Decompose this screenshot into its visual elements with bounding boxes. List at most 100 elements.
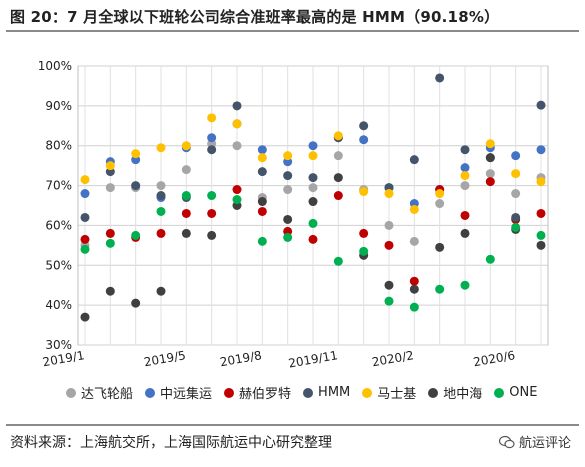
data-point (283, 232, 293, 242)
data-point (460, 171, 470, 181)
data-point (308, 173, 318, 183)
data-point (308, 183, 318, 193)
data-point (409, 302, 419, 312)
data-point (333, 256, 343, 266)
data-point (536, 230, 546, 240)
y-tick-label: 90% (45, 99, 72, 113)
data-point (409, 204, 419, 214)
data-point (359, 187, 369, 197)
data-point (257, 145, 267, 155)
data-point (207, 113, 217, 123)
data-point (333, 173, 343, 183)
top-divider (6, 30, 579, 32)
data-point (156, 143, 166, 153)
legend-item: 马士基 (362, 383, 416, 402)
legend-marker (66, 387, 76, 398)
data-point (156, 206, 166, 216)
data-point (409, 276, 419, 286)
data-point (511, 151, 521, 161)
brand-name: 航运评论 (518, 436, 571, 451)
legend-item: 达飞轮船 (66, 383, 133, 402)
data-point (257, 236, 267, 246)
data-point (460, 280, 470, 290)
data-point (359, 228, 369, 238)
data-point (80, 175, 90, 185)
data-point (384, 240, 394, 250)
data-point (80, 189, 90, 199)
y-tick-label: 30% (45, 338, 72, 352)
data-point (536, 145, 546, 155)
data-point (232, 185, 242, 195)
data-point (485, 139, 495, 149)
legend-label: 马士基 (377, 387, 417, 402)
data-point (207, 230, 217, 240)
data-point (536, 208, 546, 218)
data-point (384, 280, 394, 290)
legend-item: 中远集运 (145, 383, 212, 402)
data-point (485, 254, 495, 264)
legend-marker (362, 387, 373, 398)
data-point (308, 141, 318, 151)
data-point (333, 131, 343, 141)
data-point (308, 151, 318, 161)
data-point (156, 286, 166, 296)
data-point (131, 149, 141, 159)
x-tick-label: 2020/6 (472, 348, 516, 369)
data-point (511, 169, 521, 179)
data-point (435, 284, 445, 294)
data-point (283, 171, 293, 181)
y-tick-label: 100% (38, 59, 72, 73)
data-point (511, 189, 521, 199)
data-point (131, 230, 141, 240)
x-tick-label: 2019/11 (287, 348, 339, 370)
data-point (207, 191, 217, 201)
data-point (384, 296, 394, 306)
data-point (257, 153, 267, 163)
data-point (359, 135, 369, 145)
data-point (131, 181, 141, 191)
data-point (156, 181, 166, 191)
data-point (105, 228, 115, 238)
data-point (536, 177, 546, 187)
y-tick-label: 50% (45, 258, 72, 272)
legend-marker (494, 387, 505, 398)
data-point (232, 195, 242, 205)
data-point (333, 191, 343, 201)
data-point (409, 155, 419, 165)
data-point (80, 244, 90, 254)
data-point (536, 240, 546, 250)
data-point (308, 218, 318, 228)
data-point (232, 101, 242, 111)
data-point (460, 210, 470, 220)
y-tick-label: 40% (45, 298, 72, 312)
data-point (511, 212, 521, 222)
data-point (257, 167, 267, 177)
scatter-chart: 100%90%80%70%60%50%40%30%2019/1 2019/5 201… (38, 59, 549, 371)
legend-marker (224, 387, 235, 398)
data-point (384, 189, 394, 199)
data-point (308, 234, 318, 244)
data-point (207, 208, 217, 218)
data-point (460, 163, 470, 173)
data-point (283, 185, 293, 195)
data-point (460, 228, 470, 238)
data-point (460, 181, 470, 191)
data-point (232, 119, 242, 129)
x-tick-label: 2019/5 (143, 348, 187, 369)
data-point (131, 298, 141, 308)
data-point (409, 284, 419, 294)
data-point (435, 199, 445, 209)
data-point (156, 191, 166, 201)
data-point (80, 234, 90, 244)
data-point (232, 141, 242, 151)
legend-item: HMM (303, 383, 350, 402)
data-point (181, 191, 191, 201)
legend-marker (303, 387, 314, 398)
data-point (257, 197, 267, 207)
brand-mark: 航运评论 (498, 432, 571, 451)
legend-label: 赫伯罗特 (239, 387, 292, 402)
data-point (207, 145, 217, 155)
legend-item: 赫伯罗特 (224, 383, 291, 402)
data-point (435, 189, 445, 199)
data-point (257, 206, 267, 216)
